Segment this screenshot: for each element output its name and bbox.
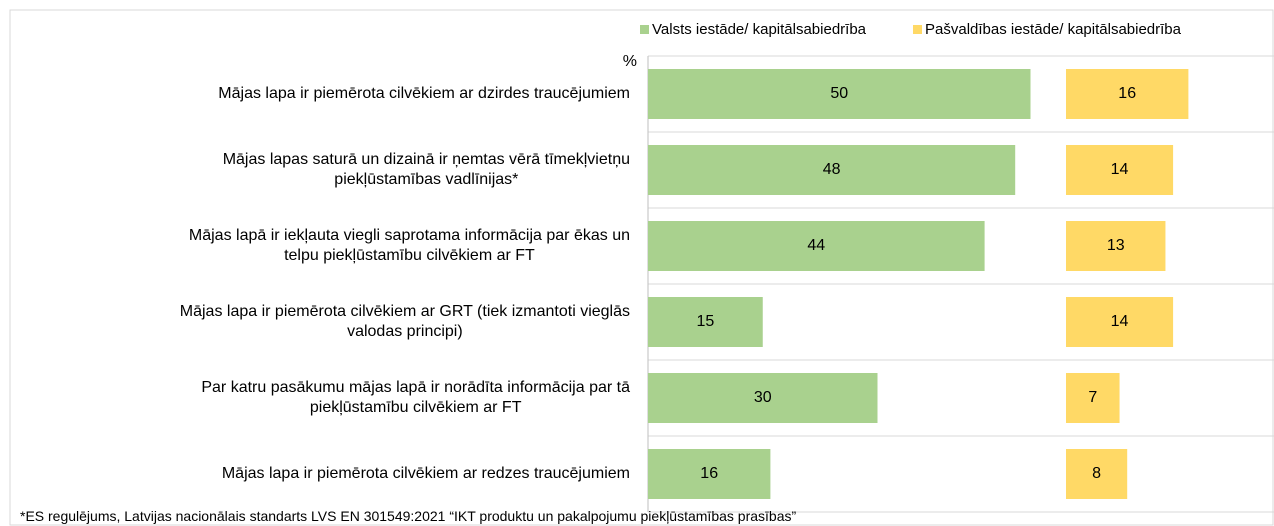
value-label: 48	[823, 161, 841, 178]
bar	[648, 373, 878, 423]
chart-frame	[9, 9, 1274, 526]
category-text: Mājas lapa ir piemērota cilvēkiem ar dzi…	[218, 85, 630, 102]
category-text: Mājas lapas saturā un dizainā ir ņemtas …	[222, 151, 630, 188]
value-label: 14	[1111, 313, 1129, 330]
bar	[1066, 221, 1166, 271]
category-label: Par katru pasākumu mājas lapā ir norādīt…	[10, 378, 630, 418]
category-label: Mājas lapā ir iekļauta viegli saprotama …	[10, 226, 630, 266]
value-label: 16	[1118, 85, 1136, 102]
bar	[648, 69, 1031, 119]
value-label: 7	[1088, 389, 1097, 406]
value-label: 44	[807, 237, 825, 254]
category-label: Mājas lapa ir piemērota cilvēkiem ar red…	[10, 464, 630, 484]
category-label: Mājas lapa ir piemērota cilvēkiem ar dzi…	[10, 84, 630, 104]
bar	[648, 297, 763, 347]
bar	[1066, 297, 1174, 347]
value-label: 15	[696, 313, 714, 330]
category-label: Mājas lapa ir piemērota cilvēkiem ar GRT…	[10, 302, 630, 342]
bar	[1066, 373, 1120, 423]
bar	[1066, 69, 1189, 119]
value-label: 16	[700, 465, 718, 482]
category-text: Mājas lapa ir piemērota cilvēkiem ar GRT…	[179, 303, 630, 340]
value-label: 30	[754, 389, 772, 406]
legend-swatch	[913, 25, 922, 34]
category-text: Mājas lapā ir iekļauta viegli saprotama …	[188, 227, 630, 264]
unit-label: %	[623, 53, 637, 70]
bar	[648, 449, 771, 499]
value-label: 13	[1107, 237, 1125, 254]
value-label: 50	[830, 85, 848, 102]
category-text: Mājas lapa ir piemērota cilvēkiem ar red…	[221, 465, 630, 482]
legend-swatch	[640, 25, 649, 34]
bar	[648, 221, 985, 271]
bar	[1066, 145, 1174, 195]
legend-label: Valsts iestāde/ kapitālsabiedrība	[652, 21, 867, 38]
bar	[1066, 449, 1128, 499]
category-text: Par katru pasākumu mājas lapā ir norādīt…	[201, 379, 630, 416]
footnote: *ES regulējums, Latvijas nacionālais sta…	[20, 508, 797, 524]
legend-label: Pašvaldības iestāde/ kapitālsabiedrība	[925, 21, 1182, 38]
value-label: 8	[1092, 465, 1101, 482]
bar	[648, 145, 1016, 195]
category-label: Mājas lapas saturā un dizainā ir ņemtas …	[10, 150, 630, 190]
value-label: 14	[1111, 161, 1129, 178]
